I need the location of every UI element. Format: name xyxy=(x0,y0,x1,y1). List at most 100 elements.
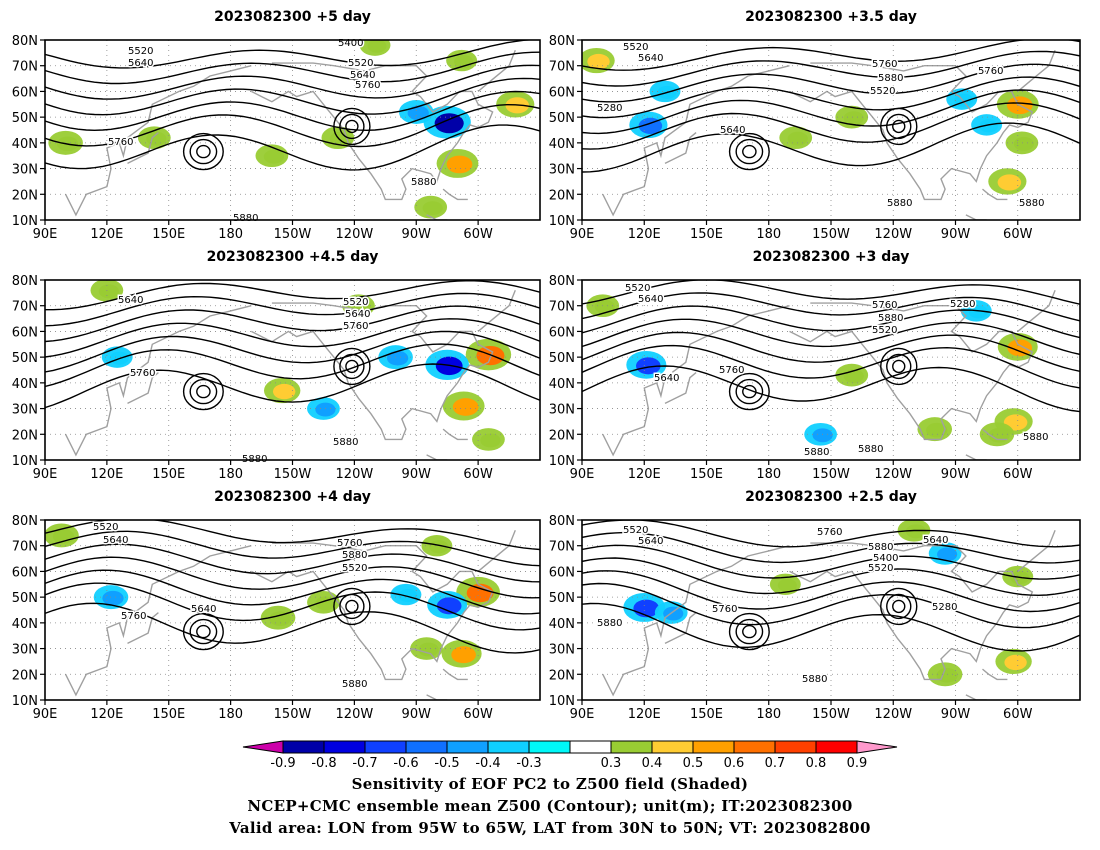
contour-label: 5880 xyxy=(342,550,367,561)
height-contour xyxy=(582,292,1080,322)
coastline xyxy=(64,305,252,457)
lat-tick-label: 10N xyxy=(549,214,575,229)
lat-tick-label: 80N xyxy=(549,514,575,529)
colorbar-swatch xyxy=(815,740,858,754)
lat-tick-label: 70N xyxy=(549,60,575,75)
lat-tick-label: 40N xyxy=(12,137,38,152)
lat-tick-label: 70N xyxy=(12,300,38,315)
lat-tick-label: 60N xyxy=(12,325,38,340)
map-panel-6: 2023082300 +2.5 day552056405760588054005… xyxy=(549,489,1081,722)
contour-label: 5880 xyxy=(333,437,358,448)
sensitivity-core xyxy=(429,540,449,554)
sensitivity-core xyxy=(272,383,296,400)
lat-tick-label: 10N xyxy=(12,454,38,469)
lat-tick-label: 10N xyxy=(12,214,38,229)
coastline xyxy=(250,302,494,441)
closed-contour xyxy=(333,347,371,386)
colorbar-tick-label: -0.3 xyxy=(516,756,541,771)
sensitivity-core xyxy=(422,201,443,216)
coastline xyxy=(602,65,790,217)
colorbar-tick-label: 0.3 xyxy=(601,756,622,771)
lat-tick-label: 10N xyxy=(549,694,575,709)
coastline xyxy=(982,428,1008,441)
height-contour xyxy=(582,365,1080,413)
contour-label: 5880 xyxy=(858,444,883,455)
lon-tick-label: 180 xyxy=(756,227,781,242)
contour-label: 5640 xyxy=(638,53,663,64)
map-panel-2: 2023082300 +3.5 day552056405760588055205… xyxy=(549,9,1081,242)
lat-tick-label: 50N xyxy=(549,111,575,126)
lat-tick-label: 60N xyxy=(12,565,38,580)
sensitivity-core xyxy=(979,119,999,133)
contour-label: 5880 xyxy=(868,542,893,553)
lat-tick-label: 40N xyxy=(549,617,575,632)
lon-tick-label: 120E xyxy=(628,707,661,722)
lat-tick-label: 60N xyxy=(12,85,38,100)
height-contour xyxy=(582,331,1080,372)
sensitivity-core xyxy=(636,357,661,375)
coastline xyxy=(250,62,494,201)
lon-tick-label: 180 xyxy=(218,707,243,722)
colorbar-tick-label: 0.6 xyxy=(724,756,745,771)
colorbar-swatch xyxy=(405,740,448,754)
contour-label: 5640 xyxy=(103,535,128,546)
lon-tick-label: 90E xyxy=(33,227,58,242)
contour-label: 5400 xyxy=(873,553,898,564)
height-contour xyxy=(582,520,1080,548)
panel-title: 2023082300 +2.5 day xyxy=(745,489,917,505)
contour-label: 5880 xyxy=(411,177,436,188)
colorbar-tick-label: 0.8 xyxy=(806,756,827,771)
lat-tick-label: 20N xyxy=(549,668,575,683)
sensitivity-core xyxy=(452,398,479,416)
lat-tick-label: 80N xyxy=(12,274,38,289)
closed-contour xyxy=(333,107,371,146)
colorbar-swatch xyxy=(610,740,653,754)
contour-label: 5520 xyxy=(623,525,648,536)
lon-tick-label: 60W xyxy=(1003,227,1033,242)
lat-tick-label: 10N xyxy=(12,694,38,709)
closed-contour xyxy=(880,587,918,626)
contour-label: 5640 xyxy=(128,58,153,69)
lon-tick-label: 90E xyxy=(570,227,595,242)
lat-tick-label: 30N xyxy=(12,403,38,418)
height-contour xyxy=(45,103,540,148)
height-contour xyxy=(45,363,540,409)
height-contour xyxy=(582,344,1080,389)
closed-contour xyxy=(196,384,211,399)
sensitivity-core xyxy=(315,402,336,417)
height-contour xyxy=(45,77,540,116)
contour-label: 5760 xyxy=(872,300,897,311)
closed-contour xyxy=(735,378,764,405)
height-contour xyxy=(582,544,1080,580)
lat-tick-label: 70N xyxy=(12,60,38,75)
coastline xyxy=(602,545,790,697)
caption-line-3: Valid area: LON from 95W to 65W, LAT fro… xyxy=(229,819,871,837)
closed-contour xyxy=(735,618,764,645)
closed-contour xyxy=(345,599,359,614)
lon-tick-label: 150W xyxy=(274,227,312,242)
coastline xyxy=(477,290,516,332)
sensitivity-core xyxy=(480,433,501,448)
lon-tick-label: 90W xyxy=(941,227,971,242)
sensitivity-core xyxy=(1004,654,1027,671)
sensitivity-core xyxy=(1013,136,1034,151)
colorbar-swatch xyxy=(774,740,817,754)
contour-label: 5640 xyxy=(720,125,745,136)
contour-label: 5640 xyxy=(923,535,948,546)
contour-label: 5640 xyxy=(638,536,663,547)
coastline xyxy=(442,668,468,681)
coastline xyxy=(982,668,1008,681)
sensitivity-core xyxy=(407,105,429,121)
lon-tick-label: 90W xyxy=(402,707,432,722)
sensitivity-core xyxy=(418,642,439,657)
coastline xyxy=(982,188,1008,201)
colorbar-swatch xyxy=(528,740,571,754)
sensitivity-core xyxy=(937,547,958,562)
coastline xyxy=(127,132,159,165)
contour-label: 5880 xyxy=(802,674,827,685)
closed-contour xyxy=(728,372,770,411)
panel-title: 2023082300 +3 day xyxy=(753,249,910,265)
lon-tick-label: 120W xyxy=(874,467,912,482)
closed-contour xyxy=(196,144,211,159)
lon-tick-label: 90W xyxy=(402,467,432,482)
